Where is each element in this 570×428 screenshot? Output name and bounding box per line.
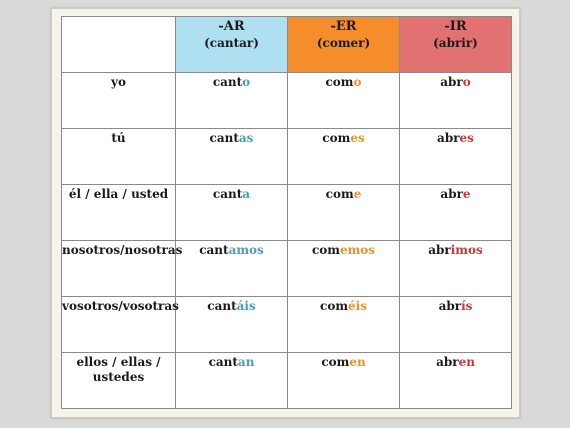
stem: abr <box>437 131 460 145</box>
er-form-cell: come <box>287 184 400 241</box>
header-er-verb: (comer) <box>316 36 371 50</box>
header-er-title: -ER <box>330 19 357 34</box>
stem: com <box>311 243 340 257</box>
header-ir-title: -IR <box>444 19 467 34</box>
stem: abr <box>440 187 463 201</box>
row-el-ella-usted: él / ella / usted canta come abre <box>61 184 512 241</box>
ir-form-cell: abro <box>399 72 512 129</box>
header-ar-verb: (cantar) <box>204 36 259 50</box>
header-blank-cell <box>61 16 176 73</box>
ending: emos <box>339 243 376 257</box>
pronoun-cell: yo <box>61 72 176 129</box>
ending: e <box>353 187 362 201</box>
er-form-cell: comemos <box>287 240 400 297</box>
stem: abr <box>428 243 451 257</box>
pronoun-line-2: ustedes <box>92 370 145 384</box>
stem: cant <box>212 187 243 201</box>
stem: cant <box>207 299 237 313</box>
row-tu: tú cantas comes abres <box>61 128 512 185</box>
row-yo: yo canto como abro <box>61 72 512 129</box>
conjugation-table: -AR (cantar) -ER (comer) -IR (abrir) yo … <box>61 16 512 409</box>
ar-form-cell: cantáis <box>175 296 288 353</box>
ar-form-cell: canta <box>175 184 288 241</box>
ir-form-cell: abren <box>399 352 512 409</box>
stem: abr <box>436 355 459 369</box>
stem: abr <box>438 299 462 313</box>
header-ir-verb: (abrir) <box>433 36 478 50</box>
er-form-cell: como <box>287 72 400 129</box>
ending: es <box>459 131 474 145</box>
stem: cant <box>209 131 239 145</box>
ending: en <box>349 355 366 369</box>
ending: o <box>462 75 471 89</box>
ar-form-cell: cantamos <box>175 240 288 297</box>
ending: imos <box>450 243 483 257</box>
header-ar-title: -AR <box>218 19 245 34</box>
header-er: -ER (comer) <box>287 16 400 73</box>
pronoun-cell: tú <box>61 128 176 185</box>
er-form-cell: comen <box>287 352 400 409</box>
ending: áis <box>236 299 256 313</box>
stem: com <box>322 131 351 145</box>
er-form-cell: coméis <box>287 296 400 353</box>
ir-form-cell: abres <box>399 128 512 185</box>
header-ar: -AR (cantar) <box>175 16 288 73</box>
pronoun-cell: ellos / ellas / ustedes <box>61 352 176 409</box>
ending: as <box>238 131 254 145</box>
ar-form-cell: canto <box>175 72 288 129</box>
ending: ís <box>461 299 473 313</box>
stem: com <box>325 187 354 201</box>
ar-form-cell: cantas <box>175 128 288 185</box>
header-ir: -IR (abrir) <box>399 16 512 73</box>
row-vosotros: vosotros/vosotras cantáis coméis abrís <box>61 296 512 353</box>
stem: com <box>325 75 354 89</box>
pronoun-cell: él / ella / usted <box>61 184 176 241</box>
stem: cant <box>208 355 238 369</box>
ending: éis <box>348 299 367 313</box>
pronoun-line-1: ellos / ellas / <box>76 355 161 369</box>
stem: cant <box>199 243 229 257</box>
pronoun-cell: nosotros/nosotras <box>61 240 182 297</box>
ending: es <box>350 131 365 145</box>
ending: an <box>237 355 255 369</box>
row-nosotros: nosotros/nosotras cantamos comemos abrim… <box>61 240 512 297</box>
ir-form-cell: abre <box>399 184 512 241</box>
ending: amos <box>228 243 264 257</box>
pronoun-cell: vosotros/vosotras <box>61 296 179 353</box>
stem: abr <box>440 75 463 89</box>
stem: cant <box>212 75 243 89</box>
ar-form-cell: cantan <box>175 352 288 409</box>
ending: o <box>353 75 362 89</box>
ending: a <box>242 187 251 201</box>
row-ellos-ellas-ustedes: ellos / ellas / ustedes cantan comen abre… <box>61 352 512 409</box>
ir-form-cell: abrís <box>399 296 512 353</box>
ir-form-cell: abrimos <box>399 240 512 297</box>
stem: com <box>320 299 349 313</box>
ending: o <box>242 75 251 89</box>
header-row: -AR (cantar) -ER (comer) -IR (abrir) <box>61 16 512 73</box>
ending: en <box>458 355 475 369</box>
ending: e <box>462 187 471 201</box>
stem: com <box>321 355 350 369</box>
er-form-cell: comes <box>287 128 400 185</box>
